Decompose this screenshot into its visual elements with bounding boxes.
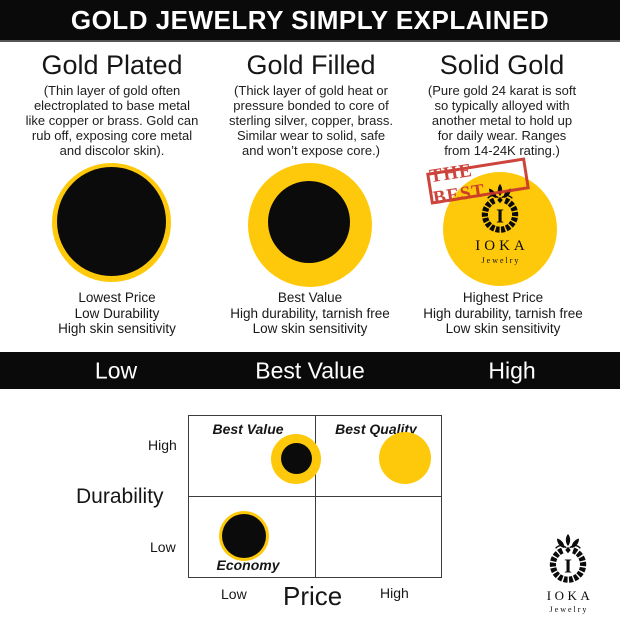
solid-gold-point: Low skin sensitivity [445, 321, 561, 336]
solid-gold-title: Solid Gold [439, 50, 565, 80]
column-solid-gold: Solid Gold (Pure gold 24 karat is soft s… [402, 50, 602, 158]
gold-filled-title: Gold Filled [246, 50, 376, 80]
solid-gold-point: Highest Price [462, 290, 544, 305]
column-gold-plated: Gold Plated (Thin layer of gold often el… [12, 50, 212, 158]
quadrant-label-economy: Economy [216, 557, 280, 573]
chart-horizontal-divider [189, 496, 441, 497]
chart-point-gold-filled-core [281, 443, 312, 474]
gold-plated-title: Gold Plated [41, 50, 183, 80]
price-durability-quadrant-chart: Best Value Best Quality Economy [188, 415, 442, 578]
brand-subtitle: Jewelry [481, 256, 521, 265]
gold-plated-points: Lowest Price Low Durability High skin se… [12, 290, 222, 337]
x-axis-title: Price [283, 581, 343, 611]
chart-point-gold-plated [219, 511, 269, 561]
banner-label-best-value: Best Value [255, 357, 365, 383]
gold-plated-description: (Thin layer of gold often electroplated … [25, 83, 199, 158]
gold-filled-points: Best Value High durability, tarnish free… [205, 290, 415, 337]
footer-brand-logo: IOKA Jewelry [534, 531, 602, 614]
gold-filled-diagram-thick-ring [248, 163, 372, 287]
gold-filled-point: High durability, tarnish free [230, 305, 390, 321]
ioka-crest-icon [539, 531, 597, 587]
x-axis-tick-high: High [380, 585, 409, 601]
gold-filled-core [268, 181, 350, 263]
gold-plated-point: Lowest Price [78, 290, 156, 305]
banner-label-low: Low [94, 357, 138, 383]
y-axis-title: Durability [76, 485, 164, 508]
column-gold-filled: Gold Filled (Thick layer of gold heat or… [211, 50, 411, 158]
chart-point-gold-plated-core [222, 514, 266, 558]
gold-plated-diagram-thin-ring [52, 163, 171, 282]
gold-plated-core [57, 167, 166, 276]
gold-filled-description: (Thick layer of gold heat or pressure bo… [228, 83, 394, 158]
brand-name: IOKA [546, 588, 594, 603]
y-axis-tick-low: Low [150, 539, 176, 555]
x-axis-tick-low: Low [221, 586, 247, 602]
y-axis-tick-high: High [148, 437, 177, 453]
gold-filled-point: Low skin sensitivity [252, 321, 368, 336]
chart-point-solid-gold [379, 432, 431, 484]
gold-plated-point: High skin sensitivity [58, 321, 176, 336]
solid-gold-points: Highest Price High durability, tarnish f… [398, 290, 608, 337]
brand-subtitle: Jewelry [549, 605, 589, 614]
banner-label-high: High [488, 357, 536, 383]
page-title: GOLD JEWELRY SIMPLY EXPLAINED [70, 4, 550, 35]
solid-gold-description: (Pure gold 24 karat is soft so typically… [427, 83, 577, 158]
solid-gold-diagram: IOKA Jewelry [443, 172, 557, 286]
quadrant-label-best-value: Best Value [212, 421, 284, 437]
gold-plated-point: Low Durability [74, 305, 160, 321]
solid-gold-point: High durability, tarnish free [423, 305, 583, 321]
header-bar: GOLD JEWELRY SIMPLY EXPLAINED [0, 0, 620, 42]
brand-name: IOKA [475, 238, 529, 254]
chart-point-gold-filled [271, 434, 321, 484]
gold-filled-point: Best Value [277, 290, 343, 305]
verdict-banner: Low Best Value High [0, 352, 620, 389]
